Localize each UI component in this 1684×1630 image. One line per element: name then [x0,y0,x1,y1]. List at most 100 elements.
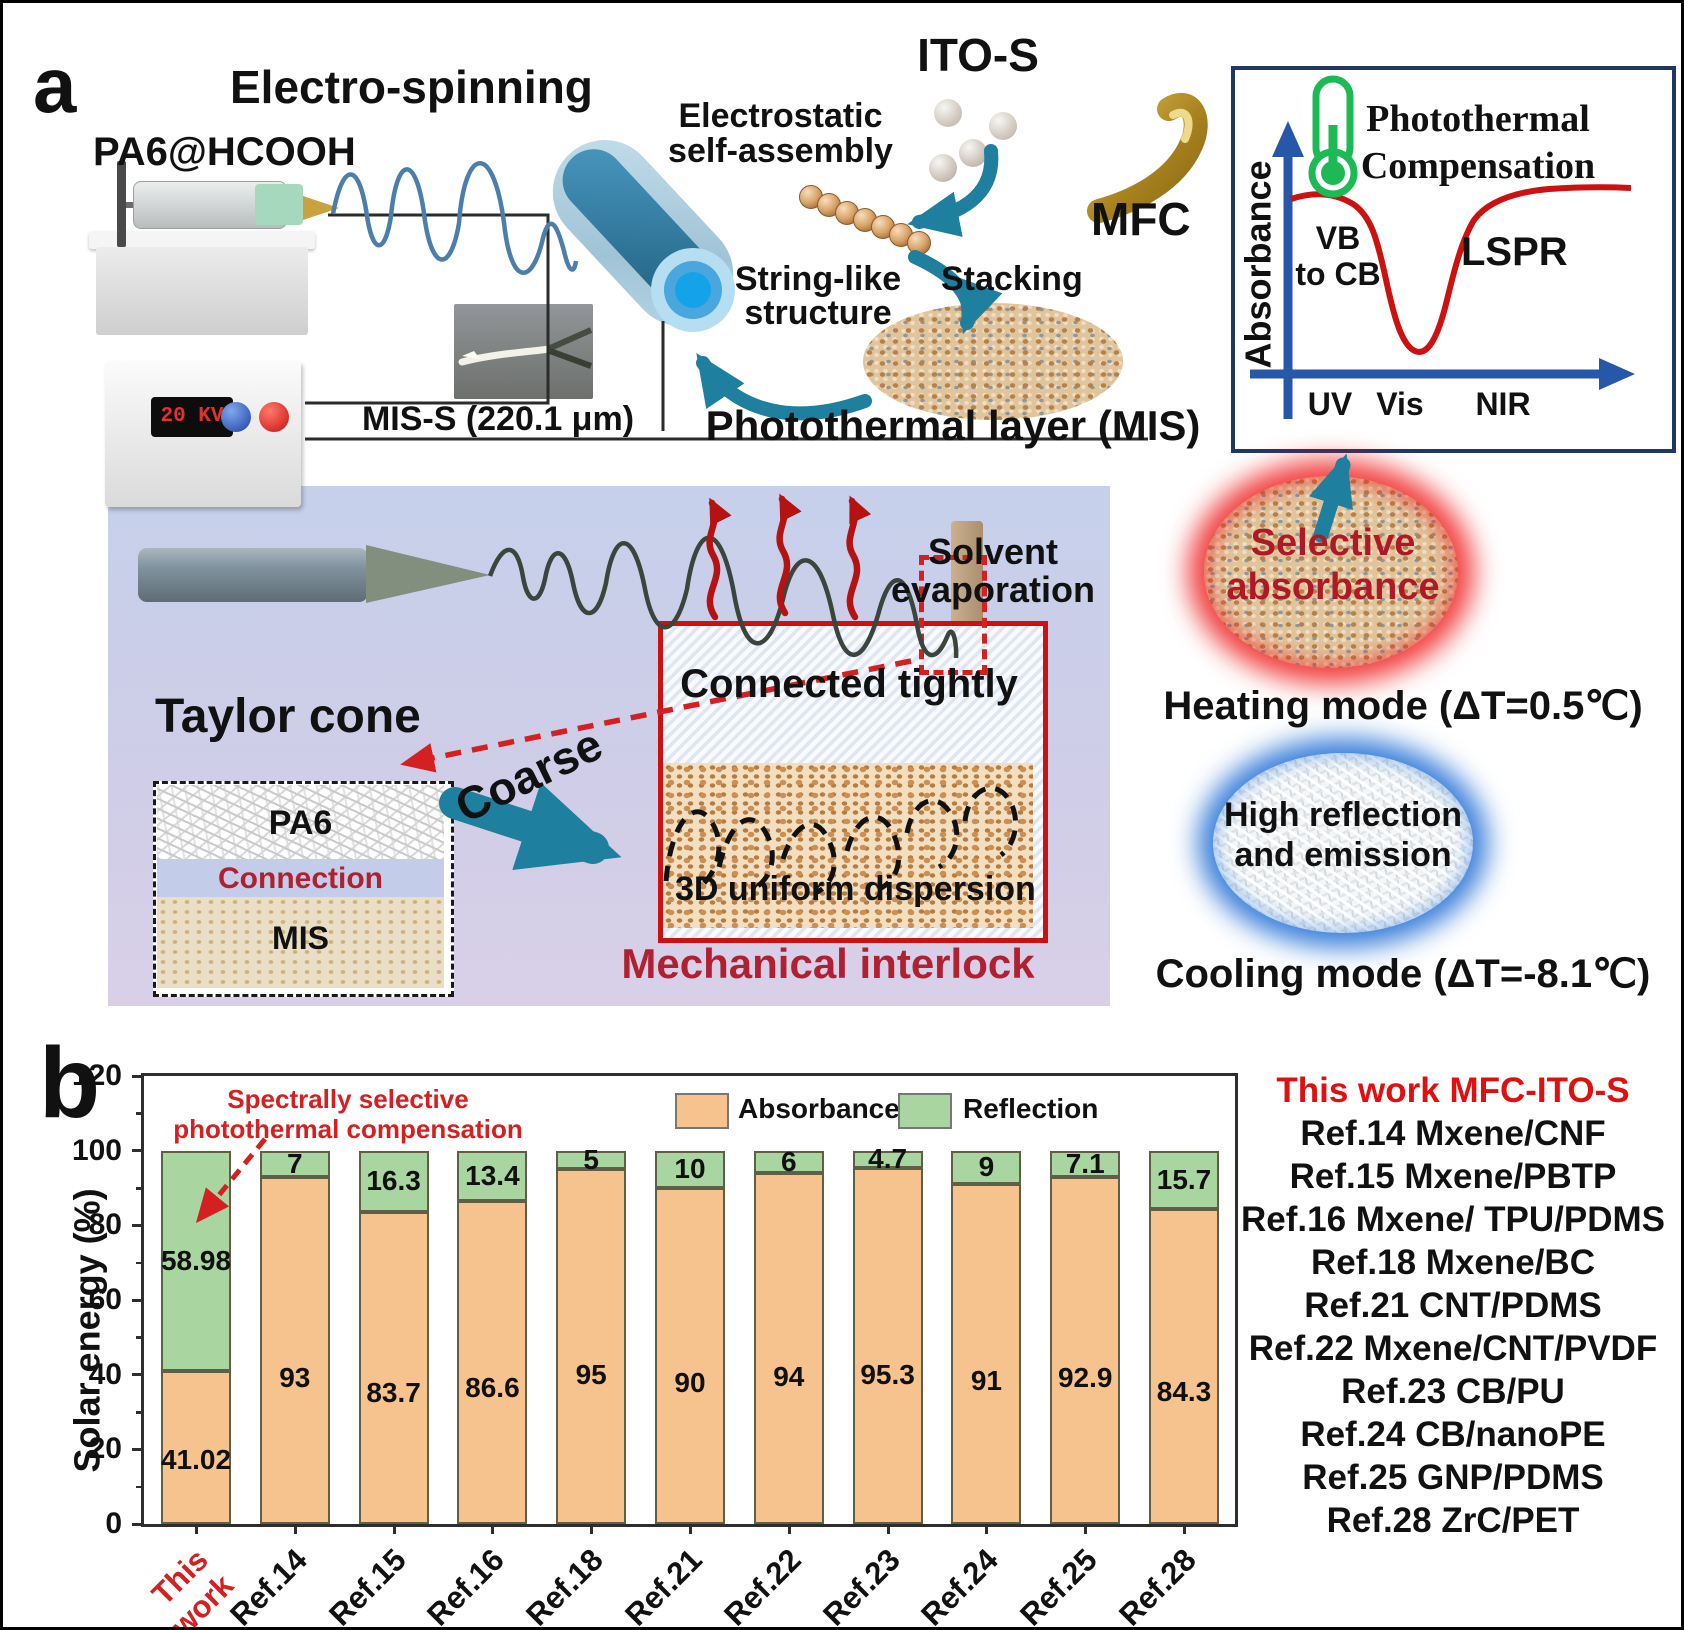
syringe-solution [255,184,303,225]
bar-reflection-segment [951,1150,1022,1185]
solvent-line2: evaporation [890,569,1096,610]
mis-layer [157,897,444,988]
inset-title-line1: Photothermal [1366,98,1590,140]
reflection-legend-swatch [898,1093,952,1129]
selective-line2: absorbance [1226,566,1440,608]
tube-end-core [675,272,711,308]
bar-reflection-segment [852,1150,923,1169]
reference-list-item: Ref.28 ZrC/PET [1326,1501,1580,1540]
reference-list-item: Ref.24 CB/nanoPE [1300,1415,1606,1454]
bar-absorbance-segment [161,1370,231,1524]
panel-b-label: b [39,1027,101,1139]
electrospinning-title: Electro-spinning [230,61,593,113]
bar-absorbance-value: 95 [575,1359,607,1391]
bar-absorbance-segment [556,1169,627,1524]
ito-sphere [934,99,962,127]
chart-ylabel: Solar energy (%) [66,1188,108,1473]
y-axis-minor-tick [136,1411,144,1414]
x-tick-label: Ref.22 [717,1542,808,1630]
bar-reflection-value: 5 [583,1144,599,1175]
panel-a-label: a [33,41,77,129]
connected-tightly-label: Connected tightly [680,662,1018,706]
bar-absorbance-value: 91 [970,1365,1002,1397]
cooling-disc [1213,753,1473,933]
cooling-mode-label: Cooling mode (ΔT=-8.1℃) [1155,952,1651,996]
y-axis-minor-tick [136,1261,144,1265]
mis-layer-label: MIS [272,920,329,956]
stacking-label: Stacking [941,260,1083,298]
y-tick-label: 60 [88,1283,122,1316]
y-axis-minor-tick [136,1485,144,1489]
bar-absorbance-segment [259,1176,330,1524]
bar-absorbance-value: 93 [279,1362,311,1394]
connection-layer [157,859,444,897]
fiber-diameter-label: MIS-S (220.1 μm) [361,400,635,438]
voltage-display: 20 KV [151,397,233,437]
y-tick-label: 100 [71,1133,122,1167]
lspr-label: LSPR [1461,230,1568,274]
reflection-legend-label: Reflection [963,1093,1099,1124]
bar-reflection-segment [1050,1150,1121,1178]
bar-absorbance-segment [655,1188,725,1524]
x-axis-tick [491,1524,495,1534]
bar-reflection-segment [655,1150,725,1188]
ito-sphere [929,154,957,182]
bar-absorbance-value: 83.7 [366,1376,421,1408]
reference-list-item: Ref.22 Mxene/CNT/PVDF [1248,1329,1658,1368]
reference-list-item: Ref.25 GNP/PDMS [1302,1458,1604,1497]
bar-reflection-value: 7.1 [1065,1147,1105,1179]
x-axis-tick [195,1524,198,1534]
x-axis-tick [1084,1524,1088,1534]
bar-reflection-segment [556,1150,627,1170]
spinneret-cylinder [138,548,368,602]
y-axis-minor-tick [136,1112,144,1115]
x-tick-label: Ref.21 [618,1542,709,1630]
reference-list-item: This work MFC-ITO-S [1276,1071,1630,1110]
electrostatic-line2: self-assembly [668,132,893,170]
inset-title-line2: Compensation [1360,145,1596,187]
bar-absorbance-segment [1050,1177,1121,1524]
vb-cb-line1: VB [1315,220,1361,256]
absorbance-legend-label: Absorbance [738,1093,900,1124]
bar-absorbance-value: 90 [674,1366,706,1398]
x-axis-tick [985,1524,989,1534]
bar-absorbance-value: 92.9 [1057,1362,1113,1394]
fiber-photo-content [458,327,593,369]
bar-reflection-segment [1149,1150,1219,1210]
x-tick-label: Ref.24 [914,1542,1006,1630]
reference-list-item: Ref.14 Mxene/CNF [1300,1114,1606,1153]
y-tick-label: 20 [88,1432,122,1466]
material-label: PA6@HCOOH [93,130,356,174]
y-tick-label: 0 [105,1507,122,1540]
mfc-label: MFC [1091,193,1191,245]
ito-sphere [959,139,987,167]
bar-absorbance-value: 84.3 [1156,1375,1212,1407]
bar-reflection-value: 9 [978,1151,995,1183]
bar-reflection-value: 7 [287,1147,303,1179]
y-axis-tick [132,1373,144,1377]
bar-reflection-value: 4.7 [868,1143,908,1175]
inset-xtick-nir: NIR [1475,386,1531,422]
syringe-tip [303,196,339,220]
electrostatic-line1: Electrostatic [678,97,883,135]
reference-list-item: Ref.15 Mxene/PBTP [1289,1157,1617,1196]
annotation-line1: Spectrally selective [227,1084,469,1114]
fiber-photo [454,304,593,399]
electrospun-jet-top [330,161,579,275]
inset-ylabel: Absorbance [1237,160,1279,369]
x-tick-label: Ref.16 [420,1542,512,1630]
y-axis-tick [132,1298,144,1302]
pa6-layer [157,785,444,859]
bar-absorbance-value: 94 [773,1360,805,1392]
annotation-line2: photothermal compensation [173,1114,523,1144]
bar-absorbance-segment [457,1200,528,1524]
x-axis-tick [392,1524,396,1534]
bar-reflection-value: 10 [674,1153,706,1185]
power-button-red [259,402,289,432]
bar-absorbance-value: 41.02 [160,1443,232,1475]
selective-line1: Selective [1250,522,1416,564]
string-like-line1: String-like [734,260,902,298]
x-axis-tick [689,1524,692,1534]
x-tick-label: Ref.15 [321,1542,413,1630]
bar-absorbance-value: 95.3 [860,1358,915,1390]
